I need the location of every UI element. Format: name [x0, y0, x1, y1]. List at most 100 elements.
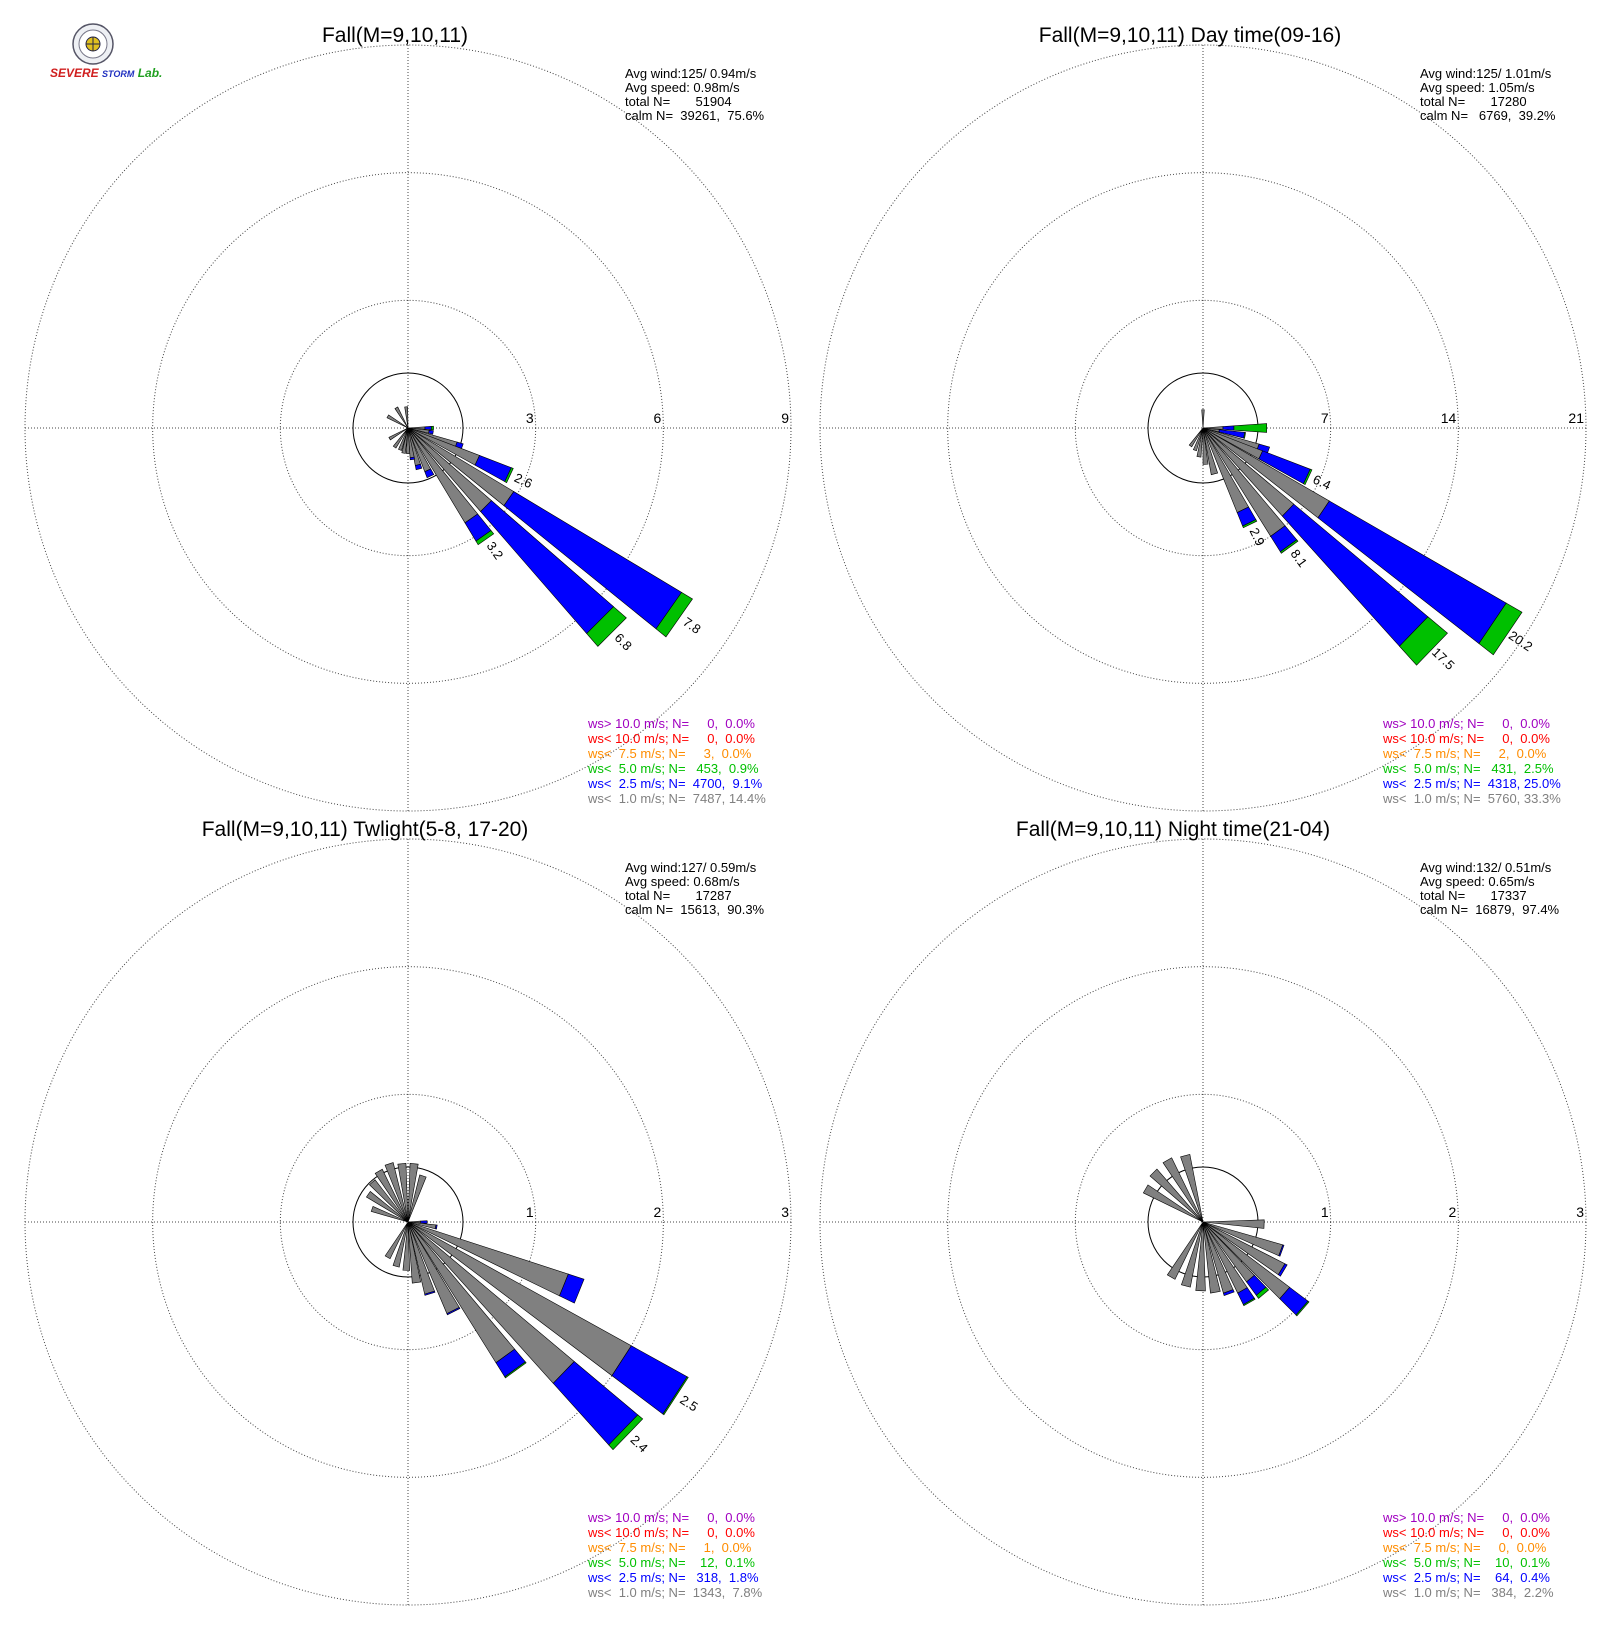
ring-label: 2 — [1449, 1204, 1457, 1220]
petal-segment-lt1 — [404, 406, 409, 429]
petal-segment-lt2_5 — [420, 1220, 428, 1224]
wind-rose-panel-4: 1 2 3 Fall(M=9,10,11) Night time(21-04) Avg … — [819, 818, 1587, 1606]
chart-title: Fall(M=9,10,11) Night time(21-04) — [1016, 818, 1330, 841]
petal-segment-lt1 — [402, 1221, 411, 1271]
legend-entry: ws< 10.0 m/s; N= 0, 0.0% — [587, 1525, 755, 1540]
petal-value-label: 3.2 — [484, 539, 507, 562]
stat-line: total N= 17287 — [625, 888, 732, 903]
petal-segment-lt2_5 — [424, 468, 435, 479]
petal-segment-lt1 — [407, 1221, 422, 1284]
stat-line: Avg wind:132/ 0.51m/s — [1420, 860, 1552, 875]
ring-label: 21 — [1568, 410, 1584, 426]
petal-segment-lt1 — [1162, 1157, 1204, 1223]
petal-segment-lt5 — [504, 1361, 527, 1379]
petal-segment-lt2_5 — [1278, 1244, 1285, 1257]
wind-rose-panel-3: 1 2 3 2.5 2.4 Fall(M=9,10,11) Twlight(5-8, 17… — [24, 818, 792, 1606]
legend-entry: ws< 2.5 m/s; N= 4700, 9.1% — [587, 776, 763, 791]
legend-entry: ws< 10.0 m/s; N= 0, 0.0% — [1382, 731, 1550, 746]
legend-entry: ws< 2.5 m/s; N= 318, 1.8% — [587, 1570, 759, 1585]
ring-label: 2 — [654, 1204, 662, 1220]
petal-segment-lt5 — [431, 425, 434, 431]
ring-label: 3 — [1576, 1204, 1584, 1220]
stat-line: Avg speed: 0.68m/s — [625, 874, 740, 889]
petal-segment-lt1 — [1166, 1221, 1204, 1280]
legend-entry: ws< 5.0 m/s; N= 10, 0.1% — [1382, 1555, 1550, 1570]
petal-segment-lt1 — [1202, 427, 1209, 465]
petal-segment-lt1 — [370, 1206, 409, 1223]
stat-line: Avg speed: 0.65m/s — [1420, 874, 1535, 889]
petal-segment-lt5 — [1242, 1297, 1256, 1307]
petal-segment-lt1 — [405, 427, 411, 454]
petal-segment-lt2_5 — [434, 1224, 438, 1230]
logo-text-severe: SEVERE — [50, 66, 99, 80]
petal-segment-lt1 — [1180, 1153, 1204, 1223]
chart-title: Fall(M=9,10,11) Twlight(5-8, 17-20) — [202, 818, 529, 841]
stat-line: total N= 51904 — [625, 94, 732, 109]
petal-value-label: 6.8 — [612, 630, 635, 653]
petal-segment-lt2_5 — [446, 1306, 461, 1316]
legend-entry: ws< 5.0 m/s; N= 12, 0.1% — [587, 1555, 755, 1570]
stat-line: Avg wind:125/ 0.94m/s — [625, 66, 757, 81]
range-ring-2 — [947, 966, 1459, 1478]
petal-segment-lt1 — [386, 414, 409, 429]
petal-segment-lt5 — [1399, 616, 1448, 666]
range-ring-2 — [152, 966, 664, 1478]
petal-value-label: 6.4 — [1311, 472, 1334, 493]
petal-value-label: 2.5 — [677, 1392, 700, 1414]
petal-segment-lt5 — [1279, 539, 1299, 554]
petal-segment-lt1 — [1195, 1221, 1206, 1292]
petal-segment-lt1 — [392, 1221, 409, 1268]
petal-segment-lt2_5 — [424, 426, 432, 430]
ring-label: 14 — [1441, 410, 1457, 426]
petal-segment-lt5 — [1255, 1286, 1270, 1299]
petal-segment-lt5 — [1303, 468, 1313, 486]
petal-segment-lt1 — [1202, 1221, 1221, 1294]
legend-entry: ws> 10.0 m/s; N= 0, 0.0% — [587, 716, 755, 731]
petal-value-label: 2.6 — [512, 470, 535, 491]
petal-segment-lt2_5 — [409, 456, 415, 461]
severe-storm-lab-logo: SEVERE STORM Lab. — [50, 22, 163, 92]
legend-entry: ws> 10.0 m/s; N= 0, 0.0% — [587, 1510, 755, 1525]
logo-text-storm: STORM — [102, 69, 135, 79]
stat-line: calm N= 6769, 39.2% — [1420, 108, 1556, 123]
range-ring-2 — [152, 172, 664, 684]
petal-segment-lt2_5 — [428, 429, 434, 435]
petal-value-label: 17.5 — [1429, 644, 1458, 672]
petal-segment-lt2_5 — [414, 463, 423, 471]
legend-entry: ws< 2.5 m/s; N= 4318, 25.0% — [1382, 776, 1561, 791]
petal-segment-lt5 — [1295, 1300, 1310, 1317]
petal-segment-lt5 — [662, 1376, 689, 1416]
ring-label: 1 — [526, 1204, 534, 1220]
petal-segment-lt1 — [1181, 1221, 1204, 1288]
petal-segment-lt1 — [384, 1162, 409, 1223]
petal-segment-lt5 — [475, 530, 495, 546]
logo-text-lab: Lab. — [137, 66, 163, 80]
ring-label: 3 — [526, 410, 534, 426]
petal-segment-lt1 — [374, 1168, 409, 1223]
petal-value-label: 20.2 — [1506, 628, 1535, 655]
petal-segment-lt1 — [388, 427, 409, 441]
petal-segment-lt2_5 — [1223, 1289, 1235, 1297]
ring-label: 3 — [781, 1204, 789, 1220]
stat-line: Avg wind:127/ 0.59m/s — [625, 860, 757, 875]
legend-entry: ws< 1.0 m/s; N= 7487, 14.4% — [587, 791, 766, 806]
petal-segment-lt2_5 — [1222, 425, 1235, 431]
petal-value-label: 7.8 — [680, 614, 703, 637]
petal-segment-lt1 — [368, 1179, 409, 1223]
legend-entry: ws< 7.5 m/s; N= 2, 0.0% — [1382, 746, 1547, 761]
petal-segment-lt2_5 — [1277, 1263, 1288, 1277]
petal-segment-lt5 — [504, 467, 514, 484]
petal-segment-lt2_5 — [424, 1290, 436, 1296]
legend-entry: ws< 7.5 m/s; N= 1, 0.0% — [587, 1540, 752, 1555]
petal-value-label: 8.1 — [1288, 546, 1311, 569]
stat-line: Avg speed: 1.05m/s — [1420, 80, 1535, 95]
petal-segment-lt1 — [394, 406, 409, 429]
petal-segment-lt5 — [608, 1414, 644, 1451]
petal-segment-lt1 — [1142, 1184, 1204, 1223]
ring-label: 6 — [654, 410, 662, 426]
stat-line: calm N= 39261, 75.6% — [625, 108, 765, 123]
calm-circle — [352, 1166, 464, 1278]
legend-entry: ws< 1.0 m/s; N= 5760, 33.3% — [1382, 791, 1561, 806]
ring-label: 1 — [1321, 1204, 1329, 1220]
stat-line: total N= 17337 — [1420, 888, 1527, 903]
